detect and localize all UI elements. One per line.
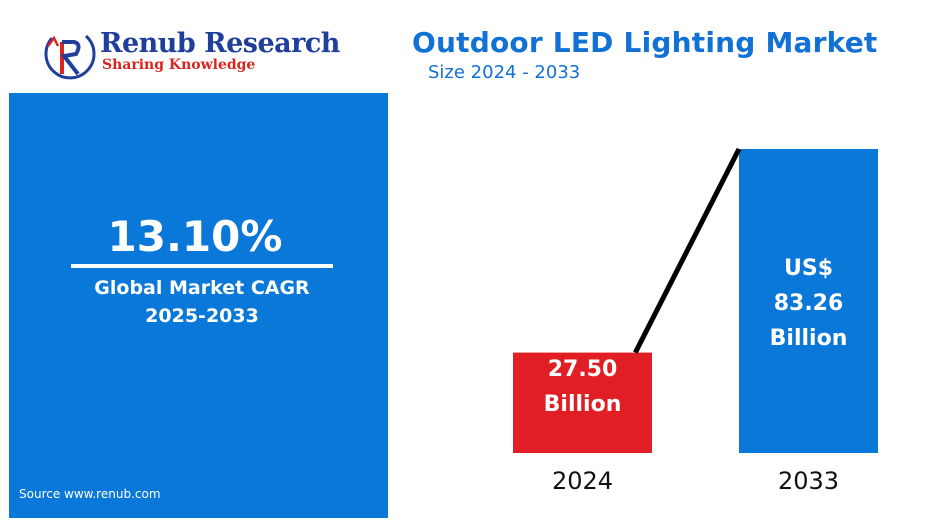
data-label-2024-2: Billion bbox=[544, 392, 622, 417]
data-label-2033-2: Billion bbox=[770, 326, 848, 351]
cagr-value: 13.10% bbox=[107, 212, 283, 261]
x-tick-2033: 2033 bbox=[778, 467, 839, 495]
renub-logo-icon bbox=[44, 34, 96, 80]
data-label-2033-1: 83.26 bbox=[774, 291, 844, 316]
brand-tagline: Sharing Knowledge bbox=[102, 57, 256, 73]
cagr-label-line1: Global Market CAGR bbox=[94, 277, 310, 299]
trend-line bbox=[633, 147, 742, 354]
cagr-panel bbox=[9, 93, 388, 518]
data-label-2024-1: 27.50 bbox=[548, 357, 618, 382]
cagr-label-line2: 2025-2033 bbox=[145, 305, 259, 327]
page-title: Outdoor LED Lighting Market bbox=[412, 26, 878, 59]
source-note: Source www.renub.com bbox=[19, 487, 161, 501]
bar-2024 bbox=[513, 352, 652, 453]
data-label-2033-0: US$ bbox=[784, 256, 833, 281]
bar-2033 bbox=[739, 149, 878, 453]
renub-logo: Renub Research Sharing Knowledge bbox=[40, 24, 340, 84]
x-tick-2024: 2024 bbox=[552, 467, 613, 495]
cagr-label: Global Market CAGR 2025-2033 bbox=[0, 274, 404, 330]
data-label-2024-0: US$ bbox=[558, 322, 607, 347]
brand-name: Renub Research bbox=[100, 28, 340, 59]
page-subtitle: Size 2024 - 2033 bbox=[428, 62, 581, 83]
cagr-divider bbox=[71, 264, 333, 268]
